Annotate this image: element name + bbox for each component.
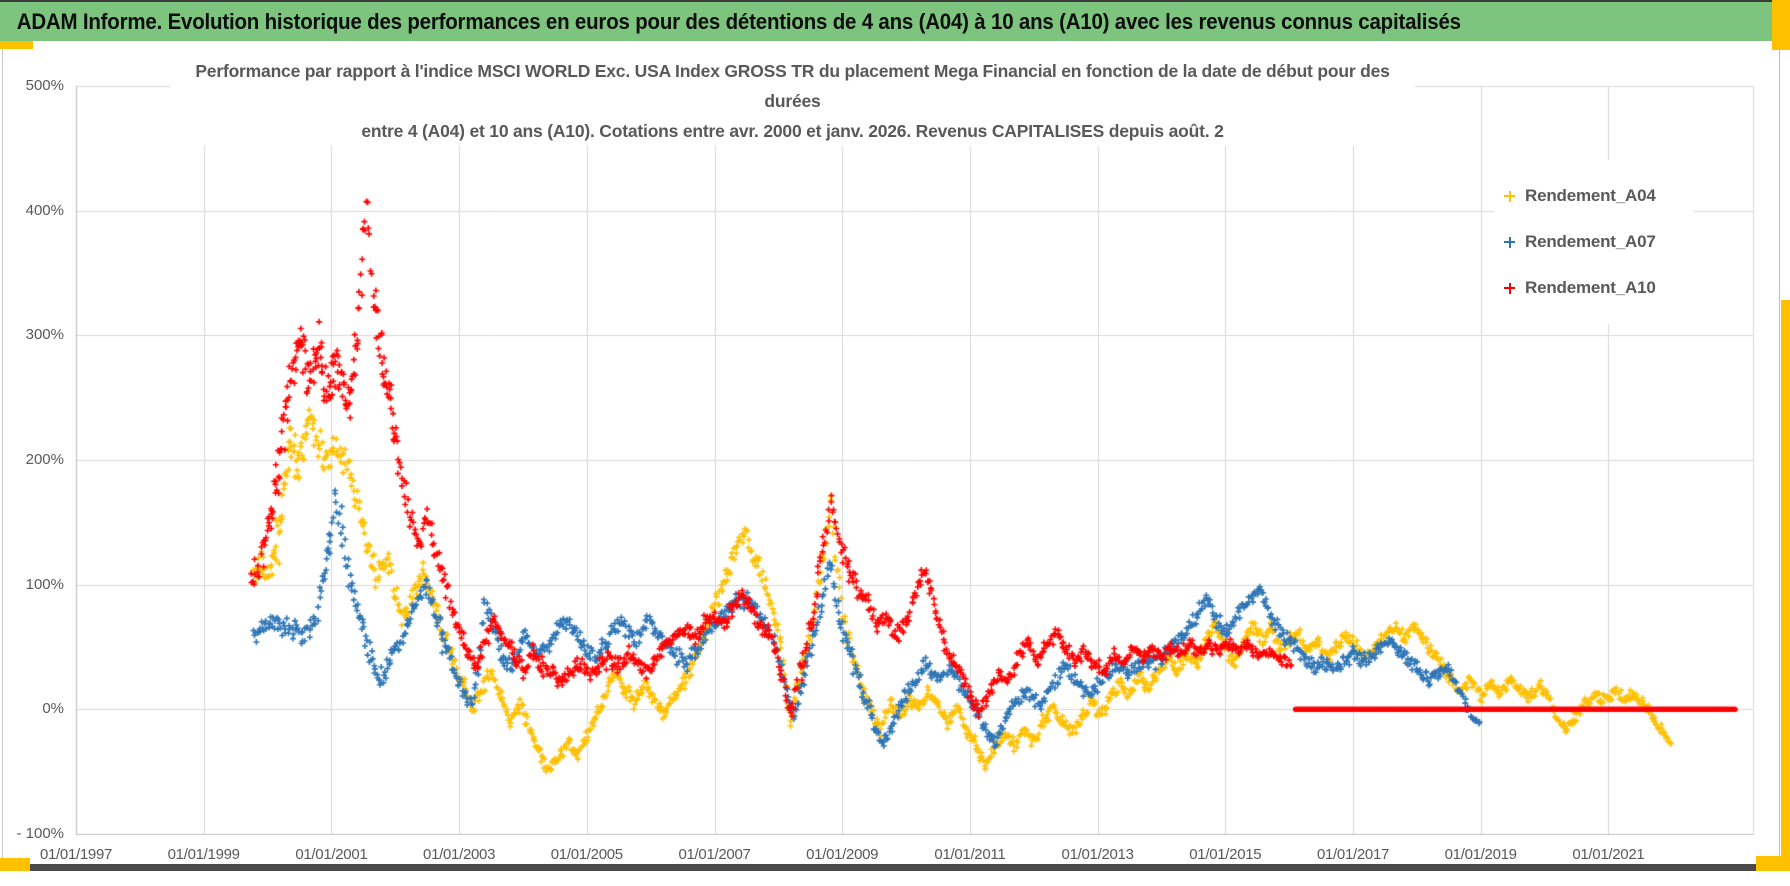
y-tick-label: - 100% [16, 825, 64, 842]
plus-marker-icon [1504, 282, 1515, 294]
legend-label: Rendement_A10 [1525, 278, 1656, 297]
report-header-banner: ADAM Informe. Evolution historique des p… [0, 0, 1772, 41]
x-tick-label: 01/01/2013 [1061, 846, 1134, 863]
chart-title: Performance par rapport à l'indice MSCI … [170, 56, 1415, 146]
plus-marker-icon [1504, 190, 1515, 202]
x-tick-label: 01/01/2021 [1572, 846, 1645, 863]
x-tick-label: 01/01/2015 [1189, 846, 1262, 863]
chart-title-line-1: Performance par rapport à l'indice MSCI … [195, 61, 1390, 81]
x-tick-label: 01/01/2017 [1316, 846, 1390, 863]
x-tick-label: 01/01/2003 [423, 846, 496, 863]
y-tick-label: 100% [25, 575, 64, 593]
report-title: ADAM Informe. Evolution historique des p… [16, 8, 1461, 34]
top-right-yellow-corner [1772, 0, 1790, 50]
legend-item-rendement-a04[interactable]: Rendement_A04 [1504, 182, 1694, 210]
top-left-yellow-notch [0, 41, 33, 49]
y-tick-label: 300% [25, 326, 64, 344]
chart-title-line-3: entre 4 (A04) et 10 ans (A10). Cotations… [361, 121, 1224, 141]
x-tick-label: 01/01/1999 [167, 846, 240, 863]
x-tick-label: 01/01/2007 [678, 846, 751, 863]
chart-legend: Rendement_A04 Rendement_A07 Rendement_A1… [1494, 160, 1694, 324]
x-tick-label: 01/01/2009 [806, 846, 879, 863]
right-yellow-strip [1781, 300, 1790, 866]
y-tick-label: 0% [42, 700, 64, 718]
legend-label: Rendement_A04 [1525, 186, 1656, 205]
x-tick-label: 01/01/2011 [934, 846, 1006, 863]
plus-marker-icon [1504, 236, 1515, 248]
chart-title-line-2: durées [764, 91, 821, 111]
legend-item-rendement-a07[interactable]: Rendement_A07 [1504, 228, 1694, 256]
y-tick-label: 500% [25, 77, 64, 94]
bottom-left-yellow-square [0, 858, 30, 871]
x-tick-label: 01/01/2019 [1444, 846, 1517, 863]
window-left-edge [2, 41, 3, 866]
legend-label: Rendement_A07 [1525, 232, 1656, 251]
right-edge-line [1779, 41, 1780, 868]
x-tick-label: 01/01/1997 [39, 846, 113, 863]
legend-item-rendement-a10[interactable]: Rendement_A10 [1504, 274, 1694, 302]
y-tick-label: 200% [25, 451, 64, 468]
bottom-right-yellow-square [1756, 856, 1790, 871]
x-tick-label: 01/01/2001 [295, 846, 368, 863]
y-tick-label: 400% [25, 201, 64, 219]
x-tick-label: 01/01/2005 [550, 846, 623, 863]
bottom-bar [30, 864, 1758, 871]
